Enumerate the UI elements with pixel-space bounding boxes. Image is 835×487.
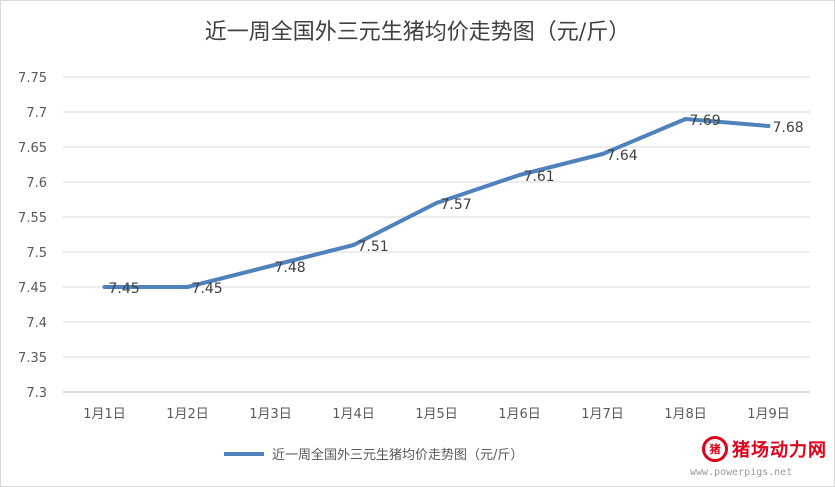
x-tick-label: 1月8日 (664, 407, 707, 422)
data-label: 7.69 (690, 113, 721, 129)
data-label: 7.64 (607, 148, 638, 164)
y-tick-label: 7.3 (26, 386, 47, 401)
chart-title: 近一周全国外三元生猪均价走势图（元/斤） (204, 20, 631, 45)
data-label: 7.61 (524, 169, 555, 185)
chart-legend: 近一周全国外三元生猪均价走势图（元/斤） (224, 444, 523, 463)
x-tick-label: 1月2日 (166, 407, 209, 422)
x-tick-label: 1月5日 (415, 407, 458, 422)
y-tick-label: 7.65 (18, 141, 47, 156)
watermark-logo-icon: 猪 (702, 436, 728, 462)
x-tick-label: 1月4日 (332, 407, 375, 422)
y-tick-label: 7.55 (18, 211, 47, 226)
x-tick-label: 1月7日 (581, 407, 624, 422)
y-tick-label: 7.7 (26, 106, 47, 121)
x-tick-label: 1月3日 (249, 407, 292, 422)
x-tick-label: 1月1日 (83, 407, 126, 422)
watermark-name: 猪场动力网 (732, 440, 827, 461)
y-tick-label: 7.45 (18, 281, 47, 296)
y-tick-label: 7.35 (18, 351, 47, 366)
watermark: 猪 猪场动力网 (702, 436, 827, 462)
data-label: 7.51 (358, 239, 389, 255)
legend-swatch (224, 451, 264, 456)
data-label: 7.68 (773, 120, 804, 136)
y-tick-label: 7.5 (26, 246, 47, 261)
y-tick-label: 7.75 (18, 71, 47, 86)
legend-label: 近一周全国外三元生猪均价走势图（元/斤） (272, 448, 524, 463)
data-label: 7.48 (275, 260, 306, 276)
data-label: 7.45 (109, 281, 140, 297)
x-tick-label: 1月6日 (498, 407, 541, 422)
x-tick-label: 1月9日 (747, 407, 790, 422)
data-label: 7.45 (192, 281, 223, 297)
y-tick-label: 7.4 (26, 316, 47, 331)
y-tick-label: 7.6 (26, 176, 47, 191)
data-label: 7.57 (441, 197, 472, 213)
watermark-url: www.powerpigs.net (690, 467, 793, 478)
